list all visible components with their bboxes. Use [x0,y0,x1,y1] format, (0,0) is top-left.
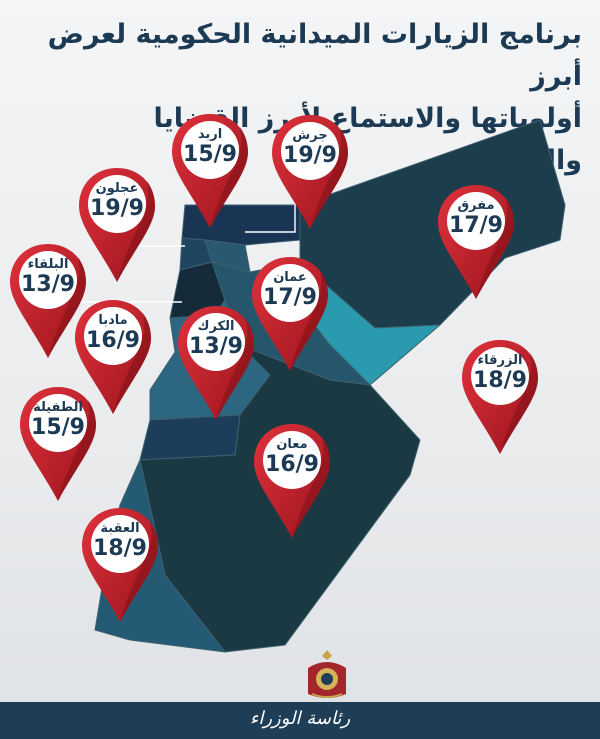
pin-label: مفرق [457,198,495,213]
title-line-1: برنامج الزيارات الميدانية الحكومية لعرض … [47,19,582,92]
pin-jerash[interactable]: جرش 19/9 [270,113,350,231]
pin-balqa[interactable]: البلقاء 13/9 [8,242,88,360]
pin-label: جرش [292,128,328,143]
pin-label: الطفيلة [33,400,83,415]
footer-signature: رئاسة الوزراء [249,708,351,729]
pin-label: معان [276,437,308,452]
pin-date: 13/9 [189,334,243,359]
pin-label: مادبا [98,313,128,328]
pin-label: عمان [273,270,307,285]
pin-date: 19/9 [90,196,144,221]
pin-date: 15/9 [31,415,85,440]
pin-date: 15/9 [183,142,237,167]
pin-date: 18/9 [473,368,527,393]
pin-date: 17/9 [449,213,503,238]
pin-madaba[interactable]: مادبا 16/9 [73,298,153,416]
pin-zarqa[interactable]: الزرقاء 18/9 [460,338,540,456]
pin-date: 16/9 [86,328,140,353]
pin-date: 16/9 [265,452,319,477]
pin-ajloun[interactable]: عجلون 19/9 [77,166,157,284]
pin-label: عجلون [95,181,139,196]
pin-label: اربد [197,127,223,142]
pin-karak[interactable]: الكرك 13/9 [176,304,256,422]
pin-date: 18/9 [93,536,147,561]
pin-amman[interactable]: عمان 17/9 [250,255,330,373]
royal-coat-of-arms-icon [308,650,346,698]
pin-aqaba[interactable]: العقبة 18/9 [80,506,160,624]
pin-date: 13/9 [21,272,75,297]
pin-label: البلقاء [27,257,69,272]
pin-maan[interactable]: معان 16/9 [252,422,332,540]
pin-date: 17/9 [263,285,317,310]
footer-bar: رئاسة الوزراء [0,702,600,739]
pin-label: الزرقاء [477,353,523,368]
pin-tafilah[interactable]: الطفيلة 15/9 [18,385,98,503]
pin-irbid[interactable]: اربد 15/9 [170,112,250,230]
pin-date: 19/9 [283,143,337,168]
pin-label: العقبة [100,521,140,536]
pin-label: الكرك [197,319,235,334]
pin-mafraq[interactable]: مفرق 17/9 [436,183,516,301]
